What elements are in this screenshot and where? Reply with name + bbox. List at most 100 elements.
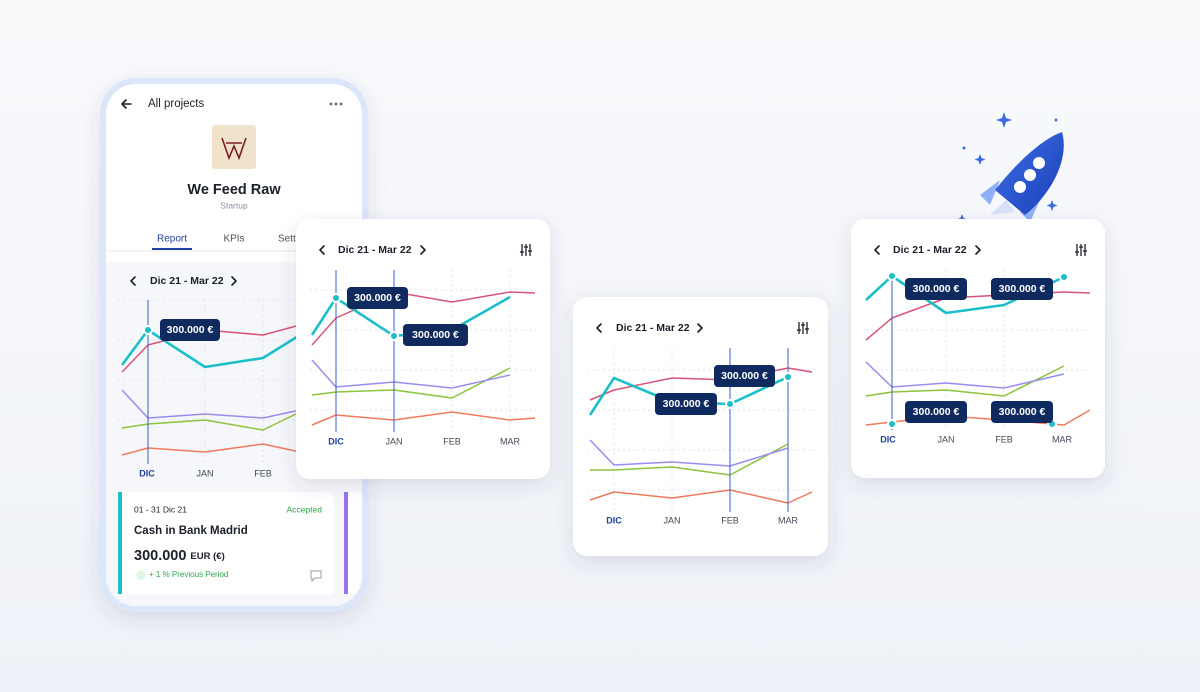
line <box>120 328 301 369</box>
prev <box>319 245 325 255</box>
month: JAN <box>663 515 680 525</box>
filter-icon[interactable] <box>797 322 809 334</box>
tooltip <box>347 287 408 309</box>
sparkles-part <box>1054 118 1058 122</box>
month: FEB <box>995 434 1013 444</box>
more-menu-part <box>334 102 338 106</box>
windows-part <box>1033 157 1045 169</box>
sparkles-part <box>996 112 1012 128</box>
more-menu-part <box>329 102 333 106</box>
comment-icon <box>310 570 322 583</box>
tab-underline <box>152 248 192 250</box>
logo-mark <box>221 137 247 161</box>
tooltip <box>160 319 220 341</box>
card-status: Accepted <box>287 504 323 514</box>
tab[interactable]: KPIs <box>223 234 244 245</box>
project-name: We Feed Raw <box>187 182 281 198</box>
marker-dot <box>783 372 793 382</box>
tooltip-text: 300.000 € <box>663 398 710 410</box>
line <box>590 443 789 476</box>
filter-icon[interactable] <box>1075 244 1087 256</box>
tooltip-text: 300.000 € <box>354 292 401 304</box>
next <box>975 245 981 255</box>
month: MAR <box>500 436 521 446</box>
rocket <box>956 112 1064 225</box>
tooltip-text: 300.000 € <box>412 329 459 341</box>
exhaust <box>990 200 1015 215</box>
month: MAR <box>1052 434 1073 444</box>
chart-panel: Dic 21 - Mar 22 300.000 € 300.000 € DIC … <box>573 297 828 556</box>
month: JAN <box>937 434 954 444</box>
line <box>311 291 536 346</box>
tooltip-text: 300.000 € <box>721 370 768 382</box>
tooltip <box>655 393 717 415</box>
month: JAN <box>385 436 402 446</box>
tooltip-text: 300.000 € <box>999 406 1046 418</box>
card-next-accent <box>344 492 348 594</box>
project-category: Startup <box>220 200 248 210</box>
period: Dic 21 - Mar 22 <box>616 322 690 334</box>
filter-icon[interactable] <box>520 244 532 256</box>
line <box>589 367 813 401</box>
panel-bg <box>573 297 828 556</box>
marker-dot <box>725 399 735 409</box>
panel-bg <box>296 219 550 479</box>
fin <box>980 180 1000 205</box>
tooltip <box>714 365 775 387</box>
next <box>231 276 237 286</box>
month: FEB <box>254 468 272 478</box>
next <box>420 245 426 255</box>
marker-dot <box>389 331 399 341</box>
card-dates: 01 - 31 Dic 21 <box>134 504 187 514</box>
marker-dot <box>143 325 153 335</box>
more-menu-part <box>339 102 343 106</box>
month: DIC <box>606 515 622 525</box>
back-arrow <box>121 99 132 109</box>
prev <box>130 276 136 286</box>
card-next <box>344 492 362 594</box>
line <box>589 439 789 467</box>
change-icon <box>136 570 146 580</box>
tooltip-text: 300.000 € <box>999 283 1046 295</box>
prev <box>874 245 880 255</box>
line <box>865 361 1065 389</box>
month: DIC <box>328 436 344 446</box>
card-change: + 1 % Previous Period <box>149 570 228 579</box>
chart-panel: Dic 21 - Mar 22 300.000 € 300.000 € DIC … <box>296 219 550 479</box>
line <box>121 411 301 431</box>
next <box>697 323 703 333</box>
amount: 300.000 <box>134 548 186 564</box>
card-title: Cash in Bank Madrid <box>134 525 248 537</box>
month: MAR <box>778 515 799 525</box>
line <box>865 291 1091 341</box>
prev <box>596 323 602 333</box>
header-title: All projects <box>148 98 204 110</box>
marker-dot <box>887 419 897 429</box>
card-bg <box>118 492 334 594</box>
period: Dic 21 - Mar 22 <box>150 275 224 287</box>
period: Dic 21 - Mar 22 <box>893 244 967 256</box>
tooltip-text: 300.000 € <box>913 406 960 418</box>
card-amount: 300.000 EUR (€) <box>134 548 225 564</box>
sparkles-part <box>974 154 986 165</box>
sparkles-part <box>962 146 966 150</box>
tooltip <box>905 401 967 423</box>
month: DIC <box>139 468 155 478</box>
chart-panel: Dic 21 - Mar 22 300.000 € 300.000 € 300.… <box>851 219 1105 478</box>
marker-dot <box>887 271 897 281</box>
tab[interactable]: Report <box>157 234 187 245</box>
currency: EUR (€) <box>190 551 224 562</box>
line <box>121 443 301 456</box>
card-accent <box>118 492 122 594</box>
tooltip-text: 300.000 € <box>167 324 214 336</box>
line <box>865 365 1065 397</box>
card: 01 - 31 Dic 21 Accepted Cash in Bank Mad… <box>118 492 334 594</box>
month: FEB <box>721 515 739 525</box>
more-menu <box>329 102 343 106</box>
month: FEB <box>443 436 461 446</box>
tooltip <box>403 324 468 346</box>
tooltip <box>991 401 1053 423</box>
line <box>311 411 536 426</box>
month: DIC <box>880 434 896 444</box>
